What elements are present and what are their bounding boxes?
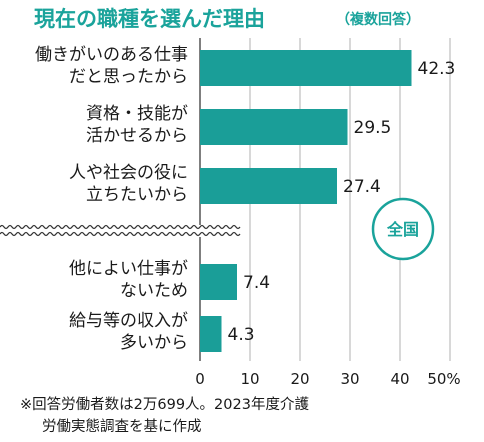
value-label: 27.4 bbox=[343, 177, 381, 197]
footnote-line-2: 労働実態調査を基に作成 bbox=[42, 418, 202, 435]
category-labels: 働きがいのある仕事だと思ったから資格・技能が活かせるから人や社会の役に立ちたいか… bbox=[35, 45, 188, 353]
x-tick-label: 40 bbox=[390, 370, 409, 388]
category-label: 立ちたいから bbox=[86, 185, 188, 205]
x-tick-label: 20 bbox=[290, 370, 309, 388]
x-tick-label: 0 bbox=[195, 370, 205, 388]
chart-subtitle: （複数回答） bbox=[336, 11, 420, 28]
x-tick-label: 10 bbox=[240, 370, 259, 388]
axis-break bbox=[0, 224, 241, 237]
region-badge: 全国 bbox=[371, 197, 435, 261]
region-badge-label: 全国 bbox=[386, 220, 419, 239]
bar bbox=[200, 316, 222, 352]
value-label: 7.4 bbox=[243, 273, 270, 293]
bar bbox=[200, 109, 348, 145]
category-label: だと思ったから bbox=[69, 67, 188, 87]
x-tick-label: 30 bbox=[340, 370, 359, 388]
value-label: 42.3 bbox=[418, 59, 456, 79]
bar bbox=[200, 264, 237, 300]
bar bbox=[200, 50, 412, 86]
value-label: 4.3 bbox=[228, 325, 255, 345]
bars bbox=[200, 50, 412, 352]
category-label: 給与等の収入が bbox=[69, 311, 188, 331]
x-tick-label: 50% bbox=[427, 370, 460, 388]
category-label: 活かせるから bbox=[86, 126, 188, 146]
axis-break-line bbox=[0, 231, 241, 237]
bar bbox=[200, 168, 337, 204]
chart-title: 現在の職種を選んだ理由 bbox=[34, 7, 265, 31]
axis-break-line bbox=[0, 224, 241, 230]
category-label: 人や社会の役に bbox=[69, 163, 188, 183]
footnote-line-1: ※回答労働者数は2万699人。2023年度介護 bbox=[20, 396, 309, 413]
region-badge-circle bbox=[371, 197, 435, 261]
category-label: 他によい仕事が bbox=[69, 259, 188, 279]
category-label: 多いから bbox=[120, 333, 188, 353]
value-label: 29.5 bbox=[354, 118, 392, 138]
category-label: ないため bbox=[120, 281, 188, 301]
x-axis-ticks: 0 10 20 30 40 50% bbox=[195, 370, 460, 388]
value-labels: 42.3 29.5 27.4 7.4 4.3 bbox=[228, 59, 456, 345]
category-label: 働きがいのある仕事 bbox=[35, 45, 188, 65]
category-label: 資格・技能が bbox=[86, 104, 188, 124]
